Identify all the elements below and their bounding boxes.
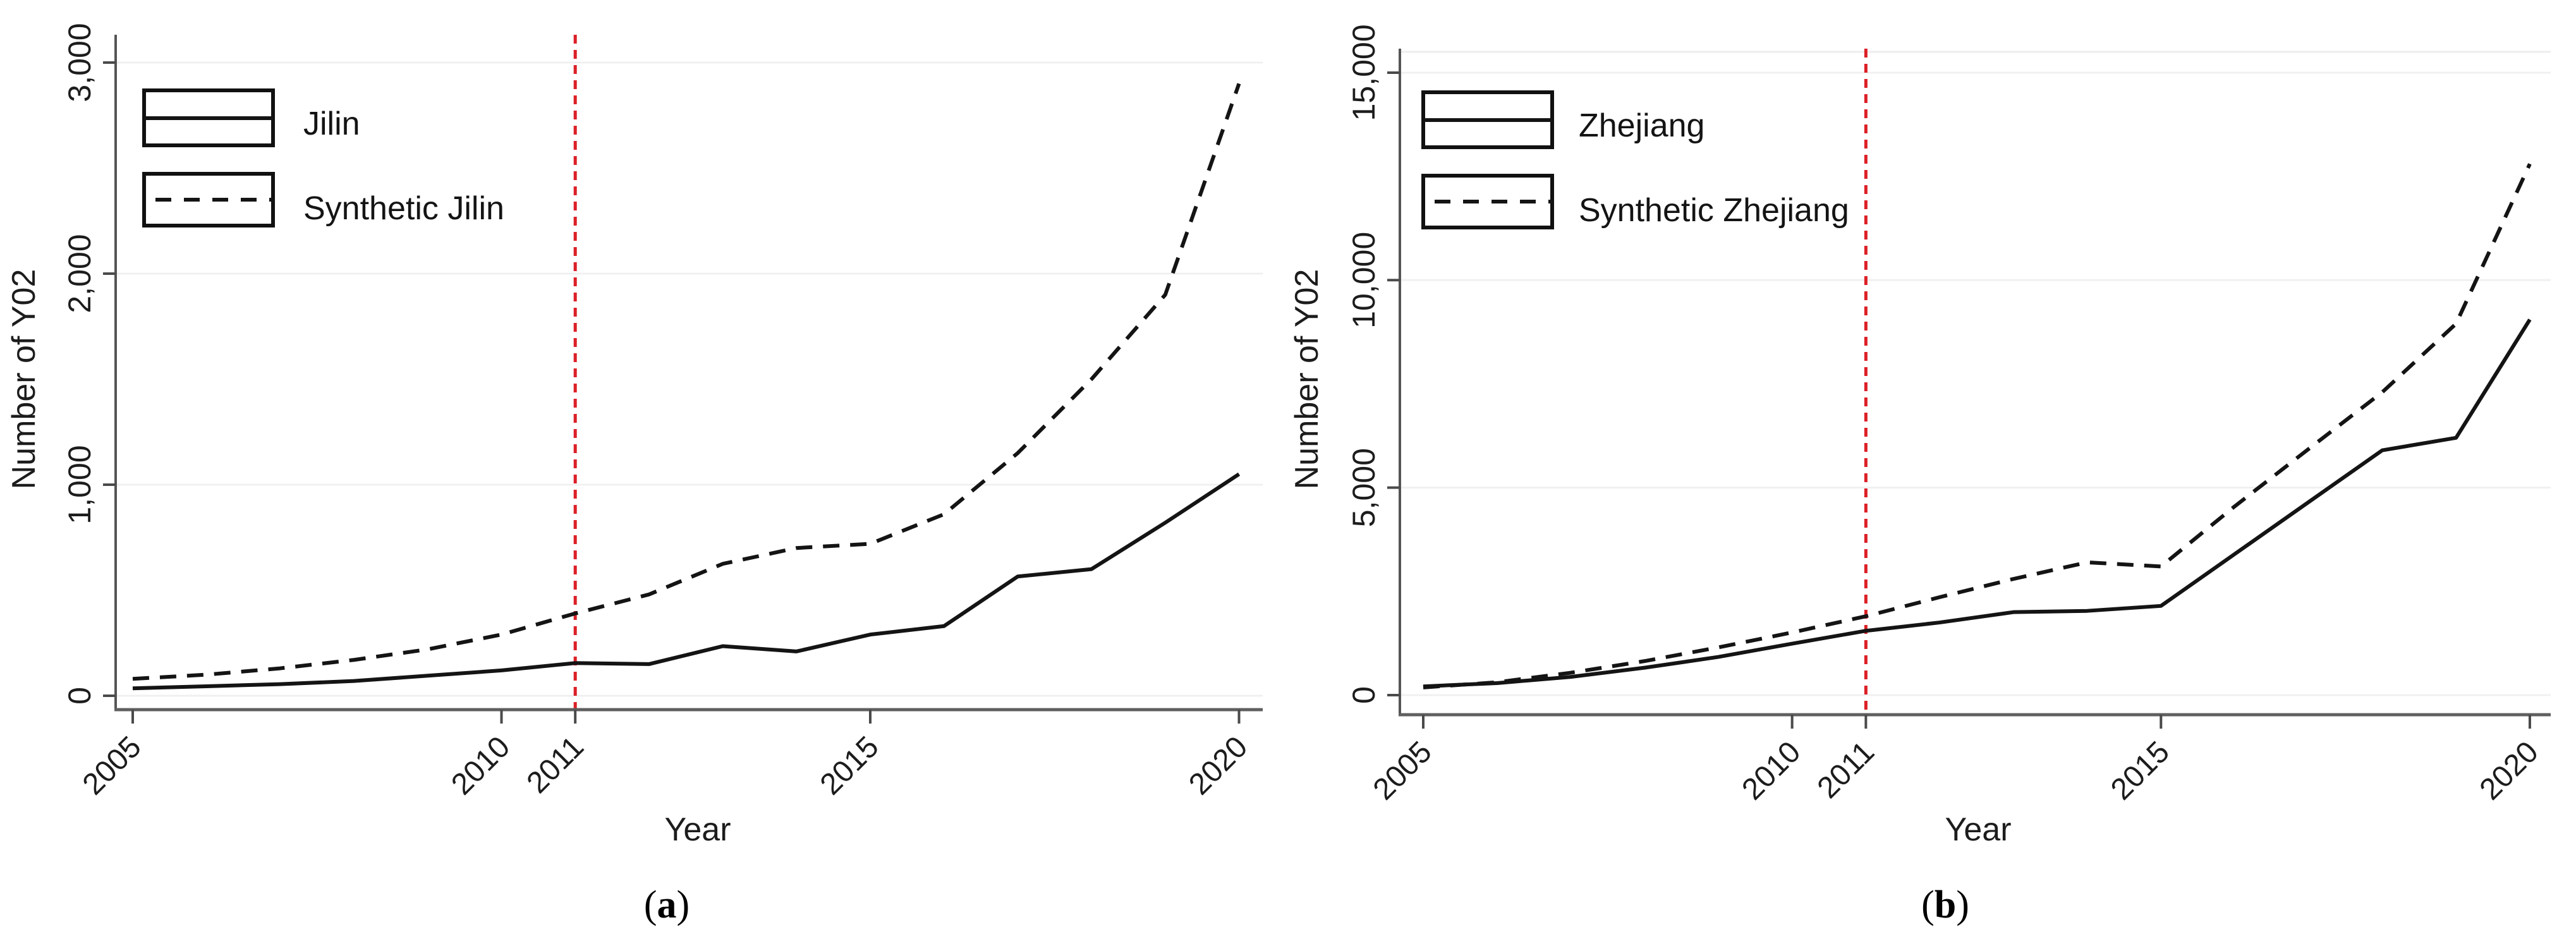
y-tick-label: 0 — [1346, 686, 1382, 704]
y-tick-label: 15,000 — [1346, 24, 1382, 121]
legend-panel-b: Zhejiang Synthetic Zhejiang — [1421, 90, 1849, 229]
x-tick-label: 2020 — [2474, 735, 2545, 806]
x-tick-label: 2005 — [76, 730, 148, 801]
x-tick-label: 2010 — [1735, 735, 1807, 806]
x-tick-label: 2015 — [814, 730, 885, 801]
legend-label-treated: Jilin — [303, 106, 360, 142]
legend-label-synthetic: Synthetic Zhejiang — [1579, 192, 1849, 229]
x-tick-label: 2005 — [1367, 735, 1438, 806]
caption-panel-a: (a) — [644, 883, 690, 926]
caption-panel-b: (b) — [1921, 883, 1969, 926]
x-axis-title-panel-b: Year — [1945, 811, 2011, 848]
y-tick-label: 0 — [62, 687, 97, 705]
legend-label-treated: Zhejiang — [1579, 107, 1704, 144]
series-line-synthetic-zhejiang — [1423, 163, 2532, 689]
y-axis-title-panel-a: Number of Y02 — [6, 269, 42, 490]
x-tick-label: 2010 — [445, 730, 516, 801]
x-tick-label: 2011 — [1811, 735, 1881, 804]
panel-a-plot: 0 1,000 2,000 3,000 2005 2010 2011 2015 2020 — [62, 23, 1263, 801]
x-tick-label: 2015 — [2105, 735, 2176, 806]
y-tick-label: 2,000 — [62, 234, 97, 313]
legend-panel-a: Jilin Synthetic Jilin — [142, 88, 504, 227]
series-line-jilin — [132, 472, 1241, 691]
y-axis-title-panel-b: Number of Y02 — [1289, 269, 1325, 490]
x-tick-label: 2011 — [521, 730, 590, 799]
y-tick-label: 10,000 — [1346, 232, 1382, 329]
x-tick-label: 2020 — [1182, 730, 1254, 801]
series-line-zhejiang — [1423, 318, 2532, 689]
y-tick-label: 1,000 — [62, 445, 97, 524]
y-tick-label: 3,000 — [62, 23, 97, 102]
legend-label-synthetic: Synthetic Jilin — [303, 190, 504, 227]
x-axis-title-panel-a: Year — [664, 811, 731, 848]
series-line-synthetic-jilin — [132, 83, 1241, 681]
y-tick-label: 5,000 — [1346, 448, 1382, 527]
